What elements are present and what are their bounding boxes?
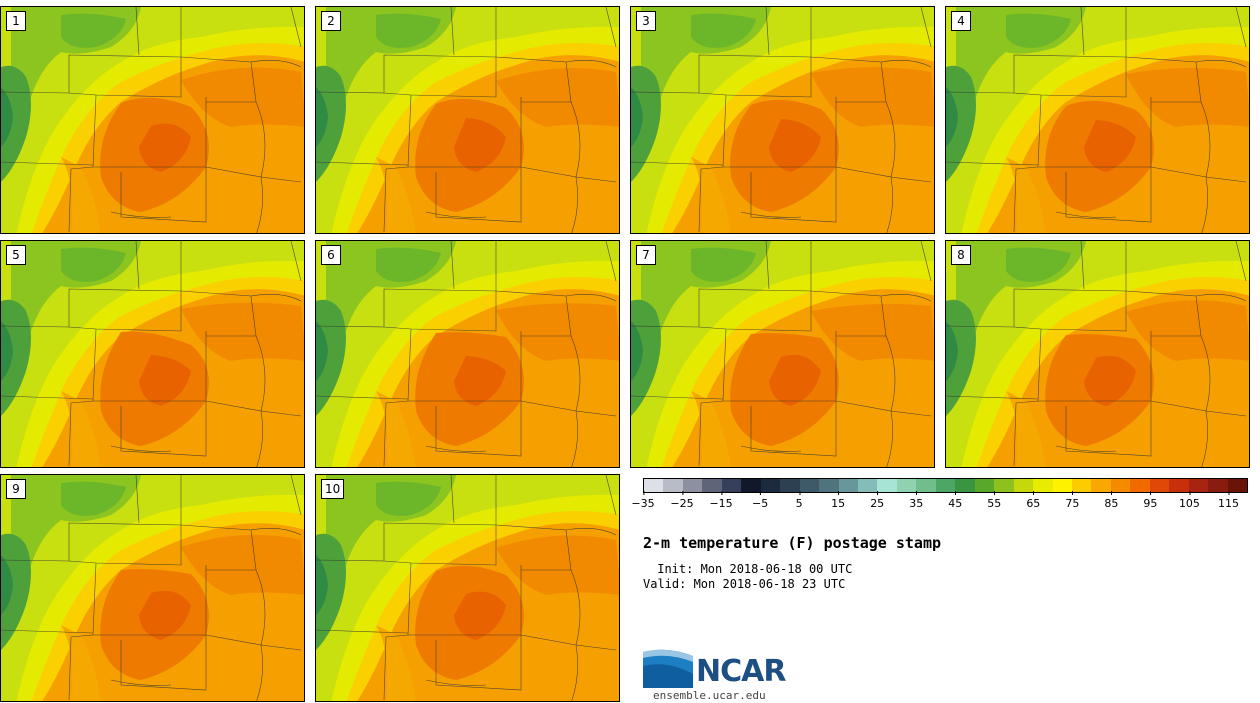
colorbar-tick: 115 (1218, 491, 1239, 510)
member-number-label: 7 (636, 245, 656, 265)
colorbar-segment (799, 479, 820, 492)
ensemble-member-map: 9 (0, 474, 305, 702)
colorbar-tick: 95 (1143, 491, 1157, 510)
colorbar-tick: −15 (709, 491, 733, 510)
colorbar-segment (644, 479, 664, 492)
colorbar-segment (994, 479, 1014, 492)
colorbar-tick: 85 (1104, 491, 1118, 510)
ensemble-member-map: 6 (315, 240, 620, 468)
ensemble-member-map: 3 (630, 6, 935, 234)
colorbar-segment (1091, 479, 1111, 492)
figure-title: 2-m temperature (F) postage stamp (643, 534, 942, 552)
colorbar-segment (838, 479, 858, 492)
colorbar-tick: −25 (670, 491, 694, 510)
colorbar-tick: 45 (948, 491, 962, 510)
member-number-label: 10 (321, 479, 345, 499)
colorbar-tick: 105 (1179, 491, 1200, 510)
colorbar-segment (1149, 479, 1170, 492)
colorbar-segment (682, 479, 703, 492)
member-number-label: 5 (6, 245, 26, 265)
colorbar-tick: 5 (796, 491, 803, 510)
colorbar-tick: 75 (1065, 491, 1079, 510)
member-number-label: 6 (321, 245, 341, 265)
init-time: Init: Mon 2018-06-18 00 UTC (650, 562, 853, 576)
member-number-label: 3 (636, 11, 656, 31)
colorbar-segment (721, 479, 742, 492)
colorbar-segment (1033, 479, 1053, 492)
ensemble-member-map: 8 (945, 240, 1250, 468)
colorbar-segment (760, 479, 781, 492)
temperature-colorbar (643, 478, 1248, 493)
colorbar-segment (1013, 479, 1034, 492)
colorbar-segment (896, 479, 917, 492)
colorbar-segment (1071, 479, 1092, 492)
colorbar-segment (780, 479, 800, 492)
colorbar-segment (1169, 479, 1189, 492)
member-number-label: 1 (6, 11, 26, 31)
ensemble-member-map: 7 (630, 240, 935, 468)
colorbar-tick: 35 (909, 491, 923, 510)
colorbar-segment (857, 479, 878, 492)
colorbar-segment (1227, 479, 1248, 492)
colorbar-tick: −5 (752, 491, 768, 510)
ensemble-member-map: 5 (0, 240, 305, 468)
colorbar-tick: 65 (1026, 491, 1040, 510)
colorbar-segment (1208, 479, 1228, 492)
ncar-logo-icon (643, 649, 693, 688)
member-number-label: 2 (321, 11, 341, 31)
valid-time: Valid: Mon 2018-06-18 23 UTC (643, 577, 846, 591)
colorbar-segment (1110, 479, 1131, 492)
colorbar-tick: −35 (631, 491, 655, 510)
colorbar-segment (935, 479, 956, 492)
colorbar-segment (819, 479, 839, 492)
colorbar-segment (741, 479, 761, 492)
ensemble-member-map: 4 (945, 6, 1250, 234)
colorbar-segment (955, 479, 975, 492)
colorbar-segment (974, 479, 995, 492)
member-number-label: 4 (951, 11, 971, 31)
colorbar-tick: 25 (870, 491, 884, 510)
colorbar-tick-labels: −35 −25 −15 −5 5 15 25 35 45 55 65 75 85 95 105 115 (631, 491, 1248, 513)
ensemble-member-map: 1 (0, 6, 305, 234)
colorbar-tick: 15 (831, 491, 845, 510)
ensemble-member-map: 2 (315, 6, 620, 234)
colorbar-segment (916, 479, 936, 492)
colorbar-segment (702, 479, 722, 492)
member-number-label: 8 (951, 245, 971, 265)
colorbar-segment (1188, 479, 1209, 492)
colorbar-segment (1052, 479, 1072, 492)
logo-wordmark: NCAR (696, 654, 786, 689)
site-url: ensemble.ucar.edu (653, 689, 766, 702)
member-number-label: 9 (6, 479, 26, 499)
colorbar-segment (1130, 479, 1150, 492)
colorbar-segment (663, 479, 683, 492)
colorbar-tick: 55 (987, 491, 1001, 510)
ensemble-member-map: 10 (315, 474, 620, 702)
colorbar-segment (877, 479, 897, 492)
